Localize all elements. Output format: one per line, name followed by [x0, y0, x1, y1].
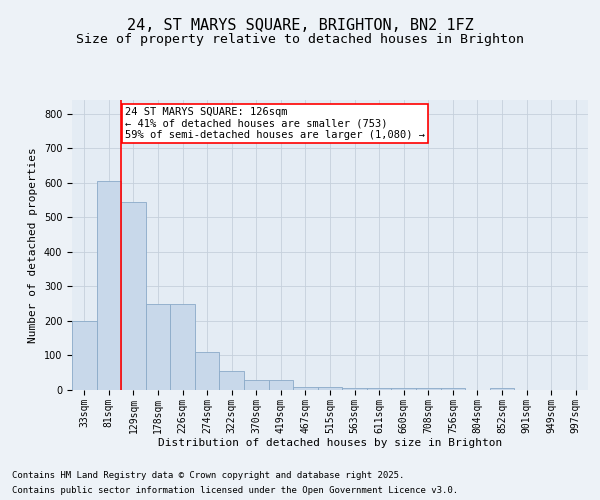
Bar — [146, 304, 170, 390]
Bar — [391, 388, 416, 390]
Bar — [220, 371, 244, 390]
Bar — [244, 380, 269, 390]
Y-axis label: Number of detached properties: Number of detached properties — [28, 147, 38, 343]
Bar — [293, 386, 318, 390]
Bar — [195, 352, 220, 390]
Bar — [342, 388, 367, 390]
Bar — [367, 388, 391, 390]
Bar — [416, 388, 440, 390]
Bar — [97, 181, 121, 390]
Bar — [170, 304, 195, 390]
Text: Size of property relative to detached houses in Brighton: Size of property relative to detached ho… — [76, 32, 524, 46]
X-axis label: Distribution of detached houses by size in Brighton: Distribution of detached houses by size … — [158, 438, 502, 448]
Bar — [121, 202, 146, 390]
Bar — [440, 388, 465, 390]
Text: Contains public sector information licensed under the Open Government Licence v3: Contains public sector information licen… — [12, 486, 458, 495]
Text: 24 ST MARYS SQUARE: 126sqm
← 41% of detached houses are smaller (753)
59% of sem: 24 ST MARYS SQUARE: 126sqm ← 41% of deta… — [125, 107, 425, 140]
Bar — [490, 388, 514, 390]
Text: Contains HM Land Registry data © Crown copyright and database right 2025.: Contains HM Land Registry data © Crown c… — [12, 471, 404, 480]
Bar — [318, 386, 342, 390]
Bar — [72, 321, 97, 390]
Text: 24, ST MARYS SQUARE, BRIGHTON, BN2 1FZ: 24, ST MARYS SQUARE, BRIGHTON, BN2 1FZ — [127, 18, 473, 32]
Bar — [269, 380, 293, 390]
